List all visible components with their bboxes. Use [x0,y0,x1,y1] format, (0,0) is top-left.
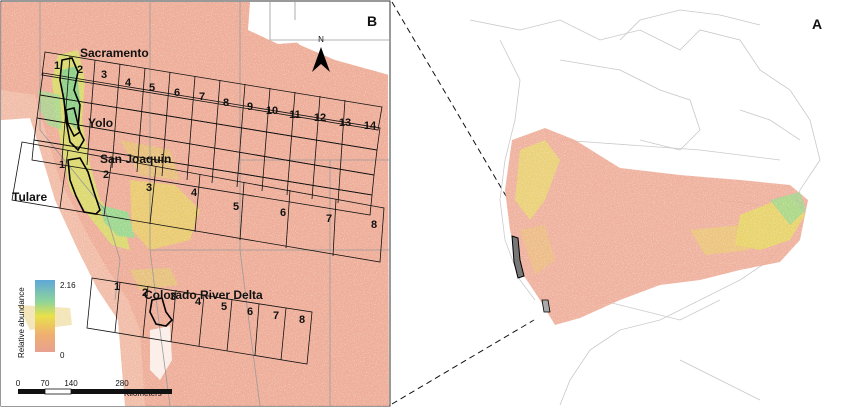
north-label: N [318,35,324,44]
sacramento-transect-2: 2 [77,64,83,76]
sacramento-transect-numbers: 1 2 34 5 6 7 8 9 10 11 12 13 14 [54,60,377,132]
north-arrow: N [312,35,330,72]
san-joaquin-transect-7: 7 [326,213,332,225]
san-joaquin-transect-2: 2 [103,169,109,181]
transects-sacramento [31,51,383,216]
abundance-legend: 2.16 0 Relative abundance [17,280,76,360]
scale-tick-0: 0 [16,379,21,388]
colorado-transect-7: 7 [273,310,279,322]
sacramento-transect-4: 4 [125,77,132,89]
san-joaquin-transect-3: 3 [146,182,152,194]
label-colorado-river-delta: Colorado River Delta [144,288,263,302]
colorado-transect-2: 2 [142,287,148,299]
san-joaquin-transect-4: 4 [191,187,198,199]
colorado-transect-1: 1 [114,281,120,293]
sacramento-transect-8: 8 [223,97,229,109]
san-joaquin-transect-6: 6 [280,207,286,219]
colorado-transect-8: 8 [299,314,305,326]
label-tulare: Tulare [12,190,47,204]
sacramento-transect-6: 6 [174,87,180,99]
scale-tick-70: 70 [41,379,50,388]
panel-b: N B Sacramento Yolo San Joaquin Tulare C… [0,0,391,407]
scale-tick-280: 280 [115,379,129,388]
sacramento-transect-1: 1 [54,60,60,72]
label-sacramento: Sacramento [80,46,149,60]
basin-outlines [59,57,174,327]
sacramento-transect-14: 14 [364,120,377,132]
scale-unit: Kilometers [124,389,162,398]
abundance-raster-a [500,125,810,330]
sacramento-transect-9: 9 [247,101,253,113]
sacramento-transect-3: 3 [101,69,107,81]
sacramento-transect-11: 11 [289,109,301,121]
inset-connectors [391,1,535,405]
legend-color-ramp [35,280,55,352]
sacramento-transect-13: 13 [339,117,351,129]
colorado-transect-3: 3 [170,291,176,303]
san-joaquin-transect-numbers: 1 2 3 4 5 6 7 8 [59,159,377,231]
colorado-transect-6: 6 [247,306,253,318]
panel-a: A [469,9,822,406]
san-joaquin-transect-1: 1 [59,159,65,171]
sacramento-transect-12: 12 [314,112,326,124]
label-san-joaquin: San Joaquin [100,152,171,166]
colorado-transect-numbers: 1 2 3 4 5 6 7 8 [114,281,305,326]
panel-b-letter: B [367,13,377,29]
legend-max: 2.16 [60,281,76,290]
sacramento-transect-7: 7 [199,91,205,103]
scale-tick-140: 140 [64,379,78,388]
colorado-transect-5: 5 [221,301,227,313]
label-yolo: Yolo [88,116,113,130]
transects-san-joaquin [11,141,385,263]
sacramento-transect-10: 10 [266,105,278,117]
san-joaquin-transect-5: 5 [233,201,239,213]
scale-bar: 0 70 140 280 Kilometers [16,379,172,398]
legend-min: 0 [60,351,65,360]
sacramento-transect-5: 5 [149,82,155,94]
colorado-transect-4: 4 [195,296,202,308]
transects-colorado [86,277,313,365]
san-joaquin-transect-8: 8 [371,219,377,231]
legend-title: Relative abundance [17,287,26,358]
state-borders-b [39,2,390,407]
panel-a-letter: A [812,16,822,32]
